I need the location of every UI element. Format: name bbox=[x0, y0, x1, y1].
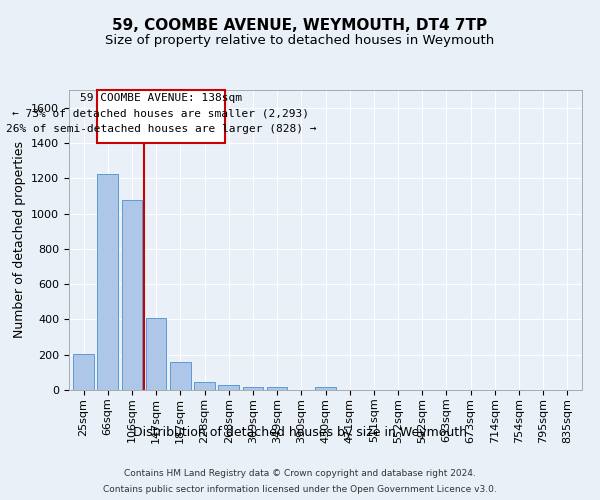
FancyBboxPatch shape bbox=[97, 90, 225, 143]
Bar bbox=[194, 382, 215, 390]
Bar bbox=[122, 200, 142, 390]
Bar bbox=[242, 387, 263, 390]
Bar bbox=[97, 174, 118, 390]
Text: Contains HM Land Registry data © Crown copyright and database right 2024.: Contains HM Land Registry data © Crown c… bbox=[124, 470, 476, 478]
Bar bbox=[170, 362, 191, 390]
Bar bbox=[267, 388, 287, 390]
Bar bbox=[315, 388, 336, 390]
Bar bbox=[218, 385, 239, 390]
Text: 59 COOMBE AVENUE: 138sqm
← 73% of detached houses are smaller (2,293)
26% of sem: 59 COOMBE AVENUE: 138sqm ← 73% of detach… bbox=[6, 93, 316, 134]
Text: Contains public sector information licensed under the Open Government Licence v3: Contains public sector information licen… bbox=[103, 484, 497, 494]
Text: 59, COOMBE AVENUE, WEYMOUTH, DT4 7TP: 59, COOMBE AVENUE, WEYMOUTH, DT4 7TP bbox=[112, 18, 488, 32]
Text: Distribution of detached houses by size in Weymouth: Distribution of detached houses by size … bbox=[133, 426, 467, 439]
Bar bbox=[73, 354, 94, 390]
Bar bbox=[146, 318, 166, 390]
Y-axis label: Number of detached properties: Number of detached properties bbox=[13, 142, 26, 338]
Text: Size of property relative to detached houses in Weymouth: Size of property relative to detached ho… bbox=[106, 34, 494, 47]
